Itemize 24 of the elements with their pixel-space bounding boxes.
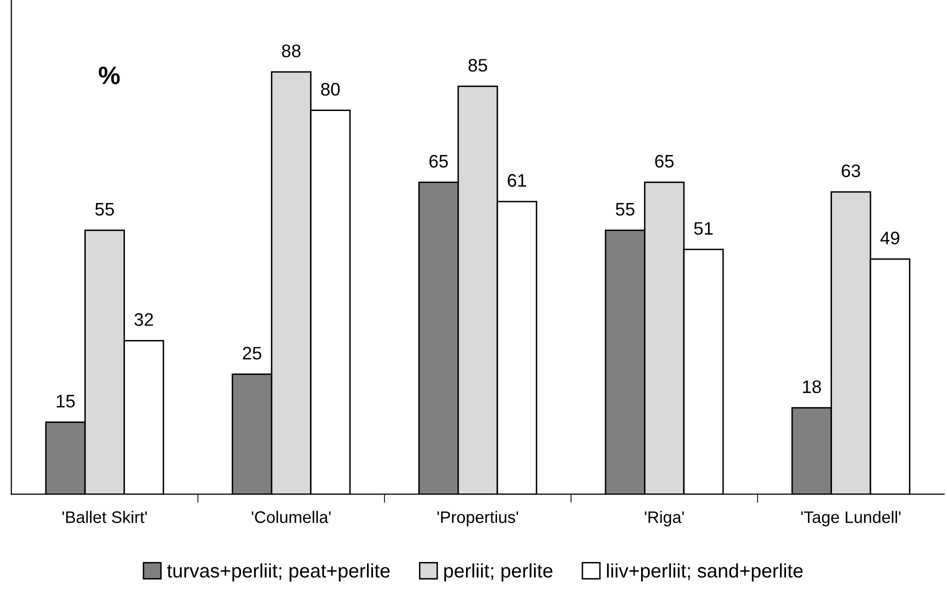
x-tick-label: 'Riga' xyxy=(644,510,684,526)
annotation: % xyxy=(98,66,120,84)
data-label: 85 xyxy=(468,58,488,72)
data-label: 61 xyxy=(508,174,526,187)
data-label: 63 xyxy=(842,164,860,178)
legend-label: liiv+perliit; sand+perlite xyxy=(607,563,803,582)
legend-label: perliit; perlite xyxy=(444,563,552,582)
legend-label: turvas+perliit; peat+perlite xyxy=(167,563,390,582)
data-label: 51 xyxy=(694,222,713,235)
data-label: 49 xyxy=(880,232,900,244)
x-tick-label: 'Columella' xyxy=(252,510,331,524)
data-label: 80 xyxy=(321,82,340,96)
data-label: 15 xyxy=(56,394,75,408)
data-label: 32 xyxy=(134,313,153,326)
data-label: 65 xyxy=(429,154,448,168)
x-tick-label: 'Ballet Skirt' xyxy=(62,510,147,524)
data-label: 65 xyxy=(655,154,674,168)
x-tick-label: 'Propertius' xyxy=(437,510,518,526)
data-label: 25 xyxy=(242,346,262,360)
data-label: 88 xyxy=(282,44,300,58)
data-label: 18 xyxy=(803,380,821,394)
x-tick-label: 'Tage Lundell' xyxy=(801,510,900,526)
data-label: 55 xyxy=(95,203,114,216)
data-label: 55 xyxy=(616,203,634,216)
